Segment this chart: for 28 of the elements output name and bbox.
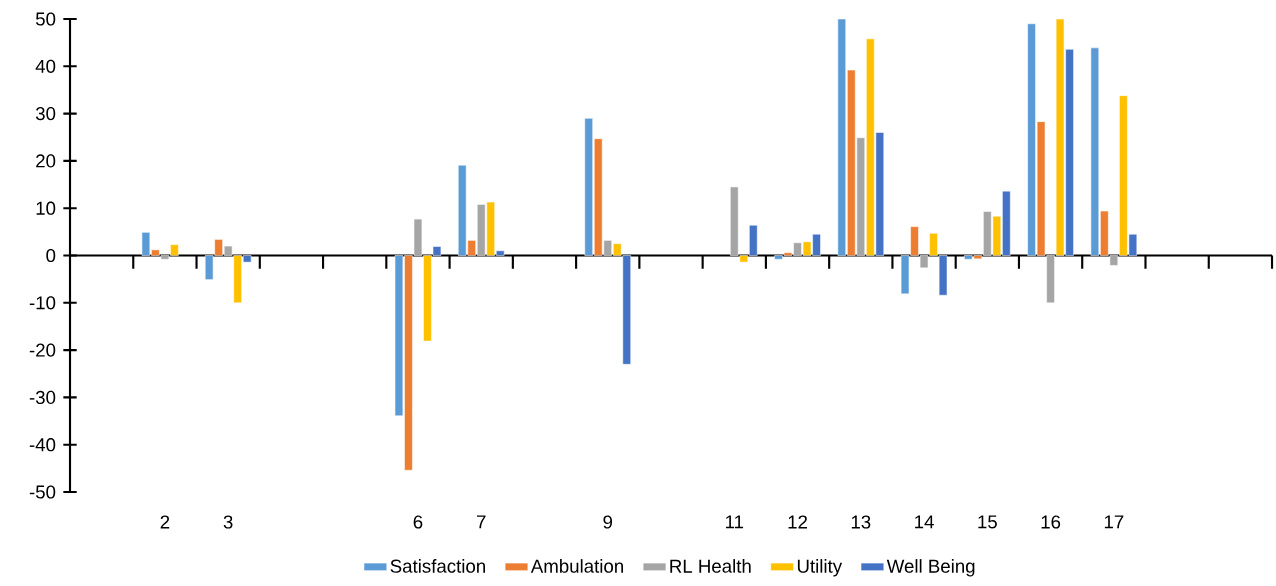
y-tick-label: 30	[35, 106, 56, 121]
x-tick-label: 6	[413, 515, 423, 529]
y-tick-label: -30	[29, 390, 56, 405]
x-tick-label: 2	[160, 515, 170, 529]
y-tick-label: 50	[35, 12, 56, 26]
legend-label: Well Being	[886, 559, 975, 577]
legend-label: RL Health	[670, 559, 751, 573]
y-tick-label: -40	[29, 438, 56, 452]
x-tick-label: 17	[1104, 515, 1124, 529]
x-tick-label: 14	[915, 515, 934, 529]
y-tick-label: 20	[36, 154, 56, 168]
x-tick-label: 7	[476, 515, 486, 529]
legend-label: Ambulation	[530, 559, 623, 573]
x-tick-label: 9	[603, 515, 613, 529]
y-tick-label: -20	[29, 343, 56, 357]
y-tick-label: -10	[29, 296, 56, 310]
x-tick-label: 12	[788, 515, 807, 529]
x-tick-label: 3	[223, 515, 233, 529]
x-tick-label: 15	[978, 515, 997, 529]
y-tick-label: 10	[36, 201, 56, 215]
x-tick-label: 13	[851, 515, 871, 529]
y-tick-label: 0	[46, 248, 56, 263]
legend-label: Satisfaction	[390, 559, 485, 573]
legend-label: Utility	[797, 559, 843, 577]
y-tick-label: -50	[29, 485, 56, 499]
x-tick-label: 11	[726, 515, 744, 529]
x-tick-label: 16	[1041, 515, 1061, 529]
y-tick-label: 40	[35, 59, 56, 73]
